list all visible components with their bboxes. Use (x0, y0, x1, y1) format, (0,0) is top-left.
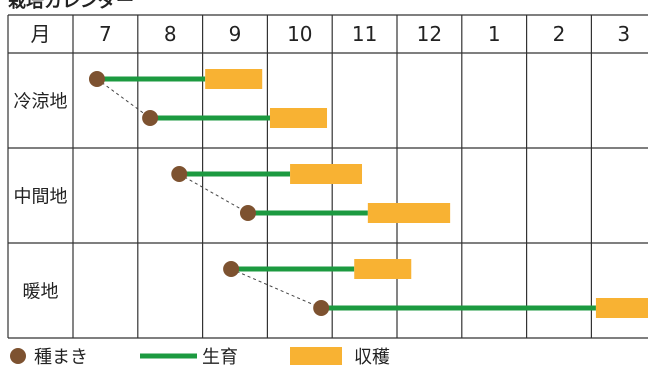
month-header-label: 月 (31, 22, 51, 46)
schedule-marks (88, 69, 648, 318)
legend-sowing-label: 種まき (34, 347, 88, 368)
month-label: 7 (99, 22, 112, 46)
sowing-connector-line (230, 268, 322, 309)
sowing-connector-line (96, 78, 151, 119)
sowing-dot (239, 205, 256, 221)
harvest-bar (354, 259, 412, 279)
region-label: 中間地 (14, 187, 68, 208)
sowing-dot (142, 110, 159, 126)
month-label: 9 (229, 22, 242, 46)
region-label: 暖地 (23, 282, 59, 303)
harvest-bar (269, 108, 328, 128)
legend-growth-label: 生育 (202, 347, 238, 368)
sowing-dot (171, 166, 188, 182)
legend-growth-line (140, 353, 197, 359)
month-label: 2 (553, 22, 566, 46)
month-label: 1 (488, 22, 501, 46)
harvest-bar (595, 298, 648, 318)
harvest-bar (367, 203, 451, 223)
month-label: 3 (617, 22, 630, 46)
legend-harvest-label: 収穫 (354, 347, 390, 368)
month-label: 12 (417, 22, 442, 46)
sowing-dot (313, 300, 330, 316)
region-label: 冷涼地 (14, 92, 68, 113)
harvest-bar (205, 69, 263, 89)
sowing-connector-line (179, 173, 249, 214)
sowing-dot (88, 71, 105, 87)
harvest-bar (290, 164, 363, 184)
legend: 種まき 生育 収穫 (10, 347, 390, 368)
month-header-row: 月 7 8 9 10 11 12 1 2 3 (31, 22, 631, 46)
sowing-dot (223, 261, 240, 277)
month-label: 11 (352, 22, 377, 46)
legend-sowing-dot (10, 348, 26, 364)
month-label: 8 (164, 22, 177, 46)
chart-title: 栽培カレンダー (8, 0, 134, 12)
month-label: 10 (287, 22, 312, 46)
legend-harvest-bar (290, 347, 342, 365)
